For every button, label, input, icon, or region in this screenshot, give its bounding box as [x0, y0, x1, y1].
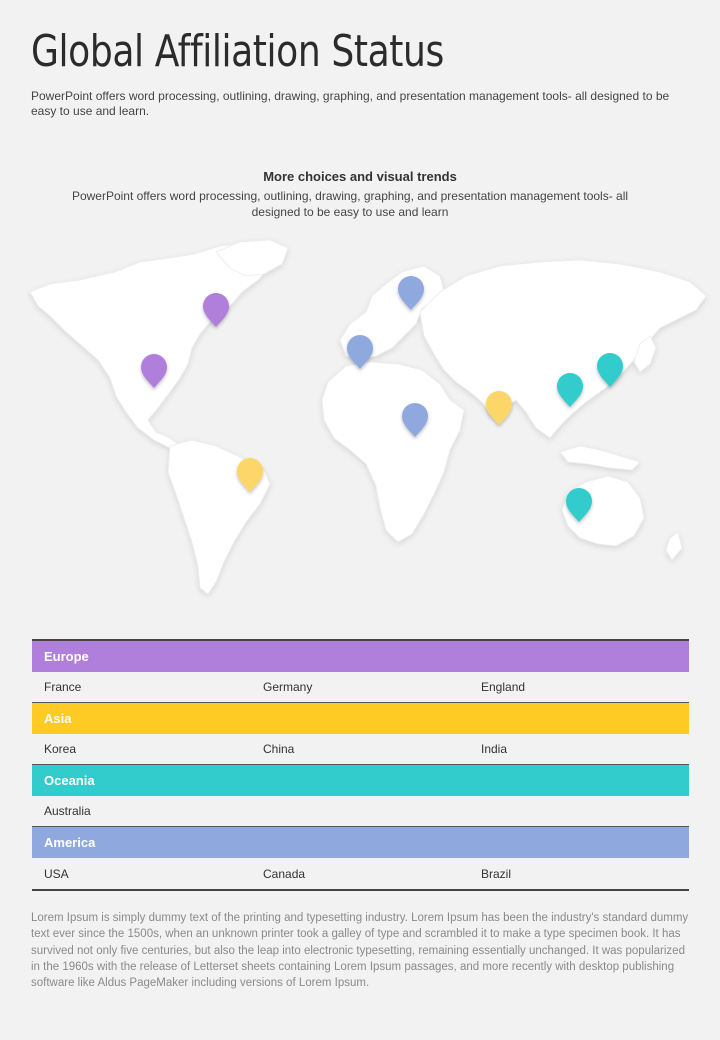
japan-shape	[633, 335, 657, 373]
map-pin-icon	[347, 335, 373, 369]
region-header-oceania: Oceania	[32, 765, 689, 796]
map-pin-icon	[402, 403, 428, 437]
section-heading: More choices and visual trends	[263, 169, 457, 184]
region-header-asia: Asia	[32, 703, 689, 734]
continents	[29, 239, 707, 595]
region-header-america: America	[32, 827, 689, 858]
country-cell: China	[263, 742, 295, 756]
map-pin-icon	[486, 391, 512, 425]
country-cell: Germany	[263, 680, 313, 694]
indonesia-shape	[559, 445, 641, 471]
footer-text: Lorem Ipsum is simply dummy text of the …	[31, 912, 689, 990]
affiliation-table: Europe France Germany England Asia Korea…	[32, 639, 689, 891]
country-cell: Australia	[44, 804, 91, 818]
greenland-shape	[215, 239, 289, 277]
country-cell: USA	[44, 866, 69, 881]
intro-text: PowerPoint offers word processing, outli…	[31, 89, 670, 118]
section-subtext: PowerPoint offers word processing, outli…	[71, 189, 629, 219]
world-map	[29, 239, 707, 595]
country-cell: India	[481, 742, 508, 756]
north-america-shape	[29, 243, 271, 449]
map-pin-icon	[203, 293, 229, 327]
table-row: Korea China India	[32, 734, 689, 765]
map-pin-icon	[141, 354, 167, 388]
africa-shape	[321, 361, 465, 543]
map-pin-icon	[237, 458, 263, 492]
table-row: France Germany England	[32, 672, 689, 703]
map-pin-icon	[566, 488, 592, 522]
map-pin-icon	[557, 373, 583, 407]
map-pin-icon	[597, 353, 623, 387]
country-cell: Korea	[44, 742, 77, 756]
map-pins	[141, 276, 623, 522]
country-cell: France	[44, 680, 82, 694]
table-row: USA Canada Brazil	[32, 858, 689, 889]
country-cell: Brazil	[481, 866, 512, 881]
map-pin-icon	[398, 276, 424, 310]
country-cell: England	[481, 680, 526, 694]
table-row: Australia	[32, 796, 689, 827]
page-title: Global Affiliation Status	[31, 26, 444, 77]
region-header-europe: Europe	[32, 641, 689, 672]
new-zealand-shape	[665, 531, 683, 561]
country-cell: Canada	[263, 866, 306, 881]
